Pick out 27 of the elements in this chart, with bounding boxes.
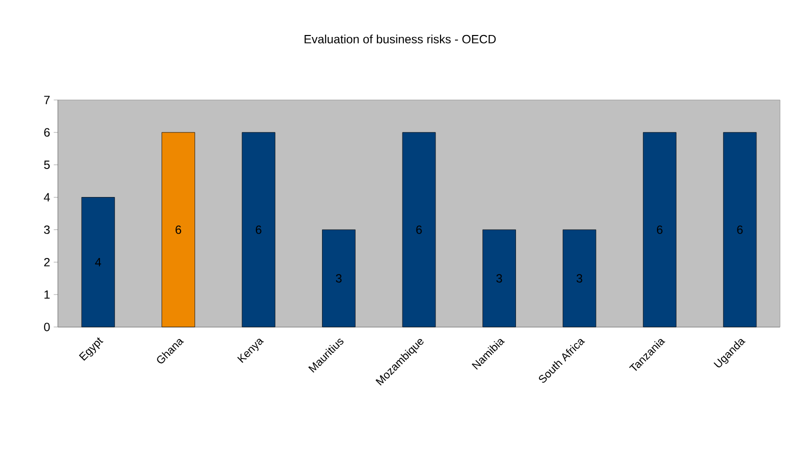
bar [81, 197, 115, 328]
y-tick-label: 3 [44, 225, 50, 234]
data-label: 3 [576, 274, 582, 283]
y-tick-label: 5 [44, 160, 50, 170]
data-label: 3 [496, 274, 502, 283]
bar [562, 230, 596, 328]
bar [322, 230, 356, 328]
data-label: 4 [95, 258, 102, 266]
data-label: 6 [416, 225, 422, 234]
data-label: 6 [176, 225, 182, 234]
y-tick-label: 4 [44, 193, 50, 202]
data-label: 6 [737, 225, 743, 234]
bar [162, 132, 196, 328]
y-tick-label: 1 [44, 290, 50, 299]
y-tick-label: 0 [44, 322, 50, 332]
y-tick-label: 2 [44, 258, 50, 266]
y-tick-label: 7 [44, 96, 50, 104]
data-label: 6 [656, 225, 662, 234]
chart-title: Evaluation of business risks - OECD [304, 34, 496, 44]
bar [242, 132, 276, 328]
y-tick-label: 6 [44, 128, 50, 137]
bar [402, 132, 436, 328]
data-label: 3 [336, 274, 342, 283]
bar [723, 132, 757, 328]
bar [642, 132, 676, 328]
bar [482, 230, 516, 328]
data-label: 6 [256, 225, 262, 234]
